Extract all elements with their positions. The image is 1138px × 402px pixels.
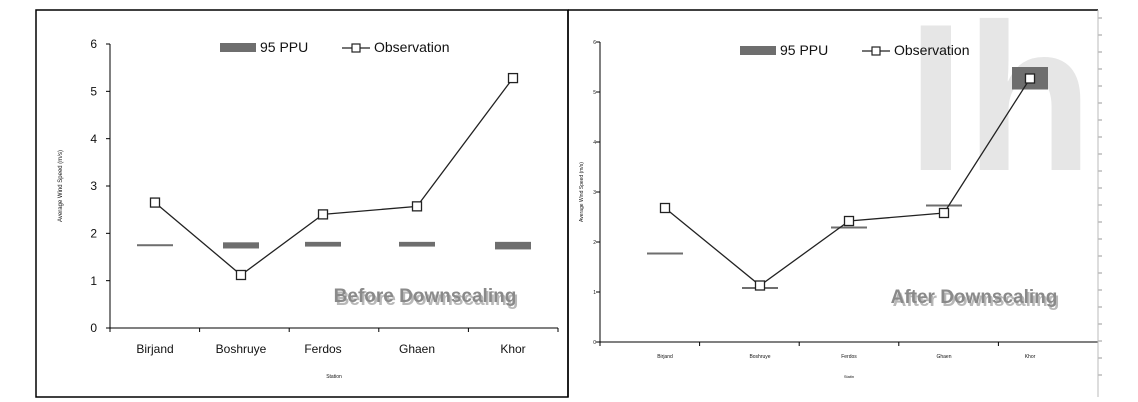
observation-point	[1024, 73, 1036, 84]
y-tick-label: 6	[90, 37, 97, 51]
legend-ppu-label: 95 PPU	[780, 42, 828, 58]
annotation-shadow: After Downscaling	[893, 290, 1060, 311]
x-tick-label: Ferdos	[841, 354, 857, 360]
legend-observation-marker	[351, 43, 361, 53]
x-axis-label: Station	[326, 374, 342, 380]
ppu-band	[305, 241, 341, 247]
outer-right-ticks	[1097, 10, 1102, 397]
y-axis-label: Average Wind Speed (m/s)	[579, 162, 585, 222]
left-panel-border	[35, 9, 569, 398]
x-tick-label: Khor	[500, 342, 525, 356]
x-axis-label: Statin	[844, 374, 854, 379]
y-tick-label: 2	[90, 227, 97, 241]
x-tick-label: Ghaen	[936, 354, 951, 360]
y-tick-label: 6	[593, 40, 596, 46]
ppu-band	[137, 244, 173, 247]
observation-point	[754, 280, 766, 291]
x-tick-label: Ghaen	[399, 342, 435, 356]
x-tick-label: Ferdos	[304, 342, 341, 356]
y-tick-label: 1	[90, 274, 97, 288]
annotation-shadow: Before Downscaling	[336, 289, 519, 310]
observation-point	[411, 201, 423, 212]
y-tick-label: 1	[593, 290, 596, 296]
legend-ppu-swatch	[220, 43, 256, 52]
x-tick-label: Birjand	[136, 342, 173, 356]
observation-point	[659, 202, 671, 214]
ppu-band	[495, 241, 531, 250]
y-tick-label: 5	[90, 85, 97, 99]
y-tick-label: 2	[593, 240, 596, 246]
ppu-band	[399, 241, 435, 247]
ppu-band	[223, 242, 259, 249]
y-tick-label: 0	[593, 340, 596, 346]
legend-observation-marker	[871, 46, 881, 56]
chart-after-downscaling: 0 1 2 3 4 5 6 Birjand Boshruye Ferdos Ghaen Khor Sta…	[579, 40, 1099, 379]
legend-ppu-swatch	[740, 46, 776, 55]
x-tick-label: Boshruye	[749, 354, 770, 360]
ppu-band	[647, 252, 683, 255]
ppu-band	[831, 226, 867, 229]
legend-observation-label: Observation	[894, 42, 969, 58]
watermark-logo: Ih	[907, 0, 1094, 215]
x-tick-label: Khor	[1025, 354, 1036, 360]
observation-point	[507, 72, 519, 84]
chart-before-downscaling: 0 1 2 3 4 5 6 Birjand Boshruye Ferdos Ghaen Khor Sta…	[58, 37, 559, 380]
annotation-label: After Downscaling	[891, 287, 1058, 308]
panel-borders	[35, 9, 1098, 398]
x-tick-label: Boshruye	[216, 342, 267, 356]
observation-point	[843, 215, 855, 227]
y-tick-label: 3	[593, 190, 596, 196]
y-tick-label: 4	[90, 132, 97, 146]
y-tick-label: 3	[90, 179, 97, 193]
legend-ppu-label: 95 PPU	[260, 39, 308, 55]
x-tick-label: Birjand	[657, 354, 673, 360]
y-tick-label: 0	[90, 321, 97, 335]
observation-point	[235, 269, 247, 281]
observation-point	[317, 209, 329, 220]
ppu-band	[926, 204, 962, 207]
y-axis-label: Average Wind Speed (m/s)	[58, 150, 64, 222]
y-tick-label: 5	[593, 90, 596, 96]
observation-point	[149, 197, 161, 208]
observation-point	[938, 207, 950, 219]
legend-observation-label: Observation	[374, 39, 449, 55]
annotation-label: Before Downscaling	[334, 286, 517, 307]
y-tick-label: 4	[593, 140, 596, 146]
